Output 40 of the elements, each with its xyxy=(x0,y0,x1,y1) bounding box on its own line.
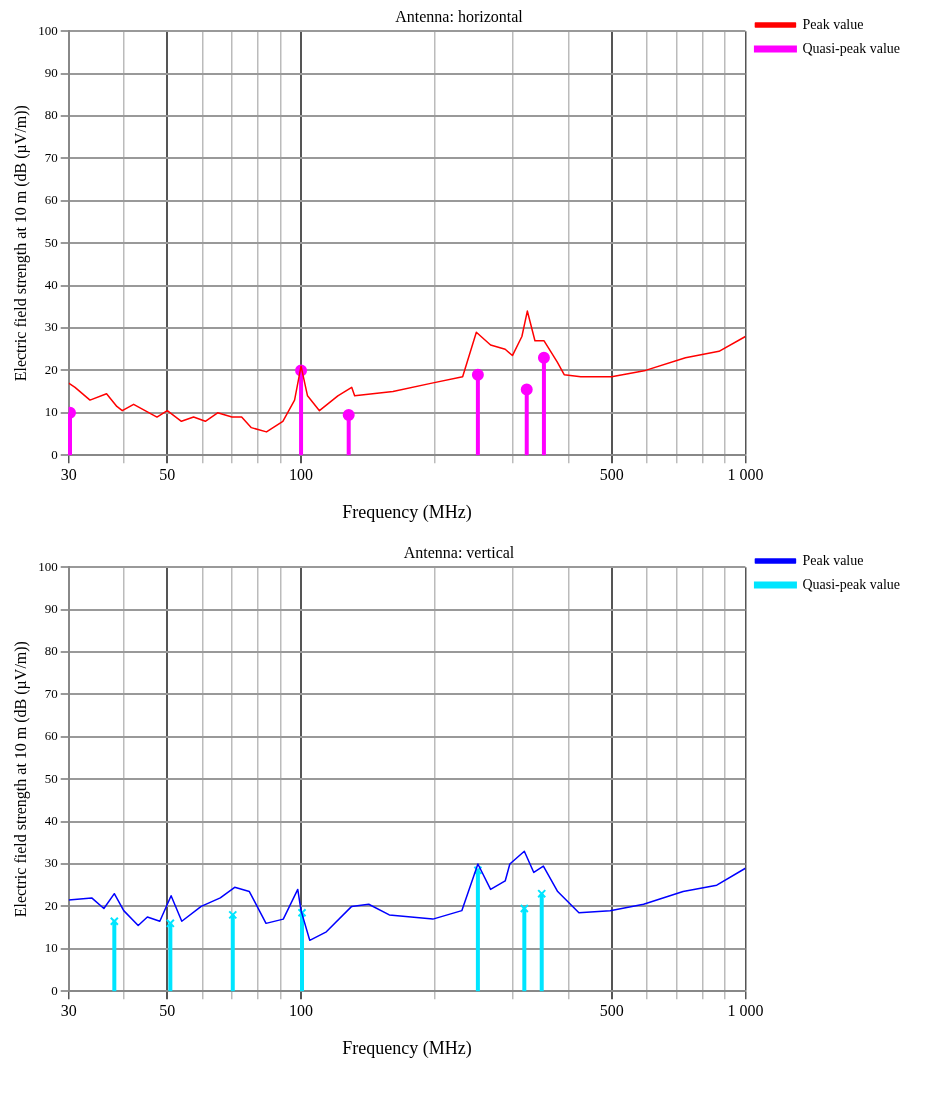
legend-label: Peak value xyxy=(802,16,864,32)
y-axis-title: Electric field strength at 10 m (dB (µV/m)) xyxy=(11,641,30,918)
y-tick-label: 30 xyxy=(44,855,58,871)
x-axis-title: Frequency (MHz) xyxy=(342,501,472,523)
legend-label: Peak value xyxy=(802,552,864,568)
y-tick-label: 10 xyxy=(44,404,58,420)
x-tick-label: 500 xyxy=(599,466,624,483)
x-tick-label: 50 xyxy=(159,1002,176,1019)
y-tick-label: 40 xyxy=(44,813,58,829)
y-tick-label: 80 xyxy=(44,643,58,659)
y-tick-label: 70 xyxy=(44,685,58,701)
y-tick-label: 80 xyxy=(44,107,58,123)
y-tick-label: 50 xyxy=(44,770,58,786)
y-tick-label: 20 xyxy=(44,897,58,913)
chart-title: Antenna: vertical xyxy=(403,543,515,561)
y-tick-label: 30 xyxy=(44,319,58,335)
y-tick-label: 0 xyxy=(51,982,58,998)
x-axis-title: Frequency (MHz) xyxy=(342,1037,472,1059)
x-tick-label: 100 xyxy=(289,1002,314,1019)
x-tick-label: 500 xyxy=(599,1002,624,1019)
x-tick-label: 1 000 xyxy=(727,466,764,483)
y-tick-label: 40 xyxy=(44,277,58,293)
y-tick-label: 60 xyxy=(44,192,58,208)
x-tick-label: 100 xyxy=(289,466,314,483)
y-tick-label: 90 xyxy=(44,65,58,81)
y-tick-label: 60 xyxy=(44,728,58,744)
y-tick-label: 70 xyxy=(44,149,58,165)
x-tick-label: 50 xyxy=(159,466,176,483)
y-tick-label: 100 xyxy=(38,558,58,574)
chart-title: Antenna: horizontal xyxy=(395,7,524,25)
y-tick-label: 20 xyxy=(44,361,58,377)
x-tick-label: 1 000 xyxy=(727,1002,764,1019)
legend-label: Quasi-peak value xyxy=(802,576,901,592)
y-tick-label: 10 xyxy=(44,940,58,956)
y-tick-label: 100 xyxy=(38,22,58,38)
legend-label: Quasi-peak value xyxy=(802,40,901,56)
y-tick-label: 50 xyxy=(44,234,58,250)
y-tick-label: 90 xyxy=(44,601,58,617)
y-axis-title: Electric field strength at 10 m (dB (µV/m)) xyxy=(11,105,30,382)
y-tick-label: 0 xyxy=(51,446,58,462)
